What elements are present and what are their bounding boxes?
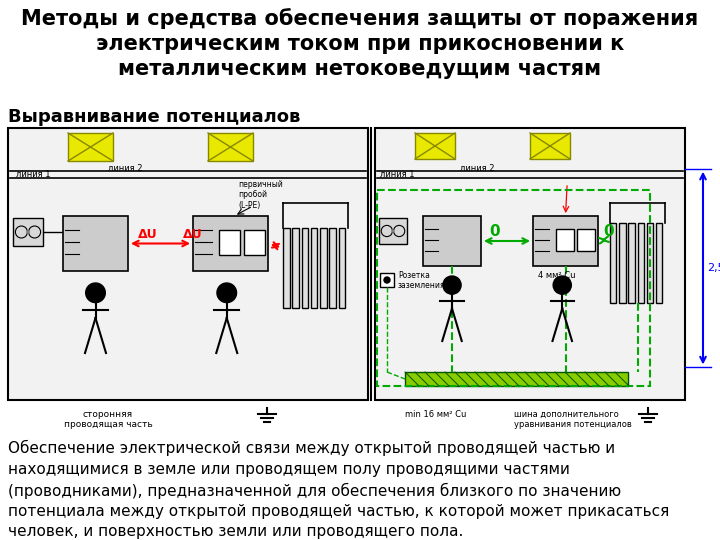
Text: Методы и средства обеспечения защиты от поражения
электрическим током при прикос: Методы и средства обеспечения защиты от … — [22, 8, 698, 78]
Bar — [8, 128, 368, 400]
Text: 0: 0 — [603, 224, 613, 239]
Bar — [330, 228, 336, 308]
Bar — [208, 133, 253, 161]
Bar — [320, 228, 327, 308]
Bar — [244, 230, 265, 254]
Text: линия 2: линия 2 — [460, 164, 495, 173]
Bar — [530, 133, 570, 159]
Text: Розетка
заземления: Розетка заземления — [398, 271, 446, 291]
Bar — [533, 216, 598, 266]
Text: Выравнивание потенциалов: Выравнивание потенциалов — [8, 108, 300, 126]
Bar — [656, 223, 662, 303]
Circle shape — [86, 283, 105, 302]
Bar — [292, 228, 299, 308]
Text: min 16 мм² Cu: min 16 мм² Cu — [405, 410, 467, 419]
Bar — [338, 228, 345, 308]
Bar — [647, 223, 653, 303]
Bar — [415, 133, 455, 159]
Text: Обеспечение электрической связи между открытой проводящей частью и
находящимися : Обеспечение электрической связи между от… — [8, 440, 670, 539]
Text: линия 1: линия 1 — [16, 170, 50, 179]
Bar — [302, 228, 308, 308]
Bar — [283, 228, 289, 308]
Bar — [68, 133, 113, 161]
Text: линия 2: линия 2 — [108, 164, 143, 173]
Bar — [405, 372, 628, 386]
Text: ΔU: ΔU — [183, 228, 202, 241]
Circle shape — [392, 230, 395, 233]
Text: первичный
пробой
(L-PE): первичный пробой (L-PE) — [238, 180, 283, 210]
Bar — [193, 216, 268, 271]
Bar — [556, 228, 574, 251]
Bar — [220, 230, 240, 254]
Bar — [423, 216, 481, 266]
Circle shape — [26, 230, 30, 234]
Text: ΔU: ΔU — [138, 228, 158, 241]
Bar — [377, 190, 649, 386]
Bar — [379, 218, 407, 244]
Circle shape — [553, 276, 572, 294]
Bar — [311, 228, 318, 308]
Bar — [63, 216, 128, 271]
Text: 4 мм² Cu: 4 мм² Cu — [538, 271, 575, 280]
Bar — [619, 223, 626, 303]
Bar — [629, 223, 635, 303]
Text: 0: 0 — [489, 224, 500, 239]
Text: шина дополнительного
уравнивания потенциалов: шина дополнительного уравнивания потенци… — [515, 410, 632, 429]
Bar — [577, 228, 595, 251]
Bar — [610, 223, 616, 303]
Circle shape — [384, 277, 390, 283]
Text: линия 1: линия 1 — [380, 170, 415, 179]
Bar — [637, 223, 644, 303]
Bar — [380, 273, 394, 287]
Bar — [13, 218, 43, 246]
Circle shape — [217, 283, 237, 302]
Text: 2,5м: 2,5м — [707, 263, 720, 273]
Bar — [375, 128, 685, 400]
Circle shape — [443, 276, 461, 294]
Text: сторонняя
проводящая часть: сторонняя проводящая часть — [63, 410, 153, 429]
